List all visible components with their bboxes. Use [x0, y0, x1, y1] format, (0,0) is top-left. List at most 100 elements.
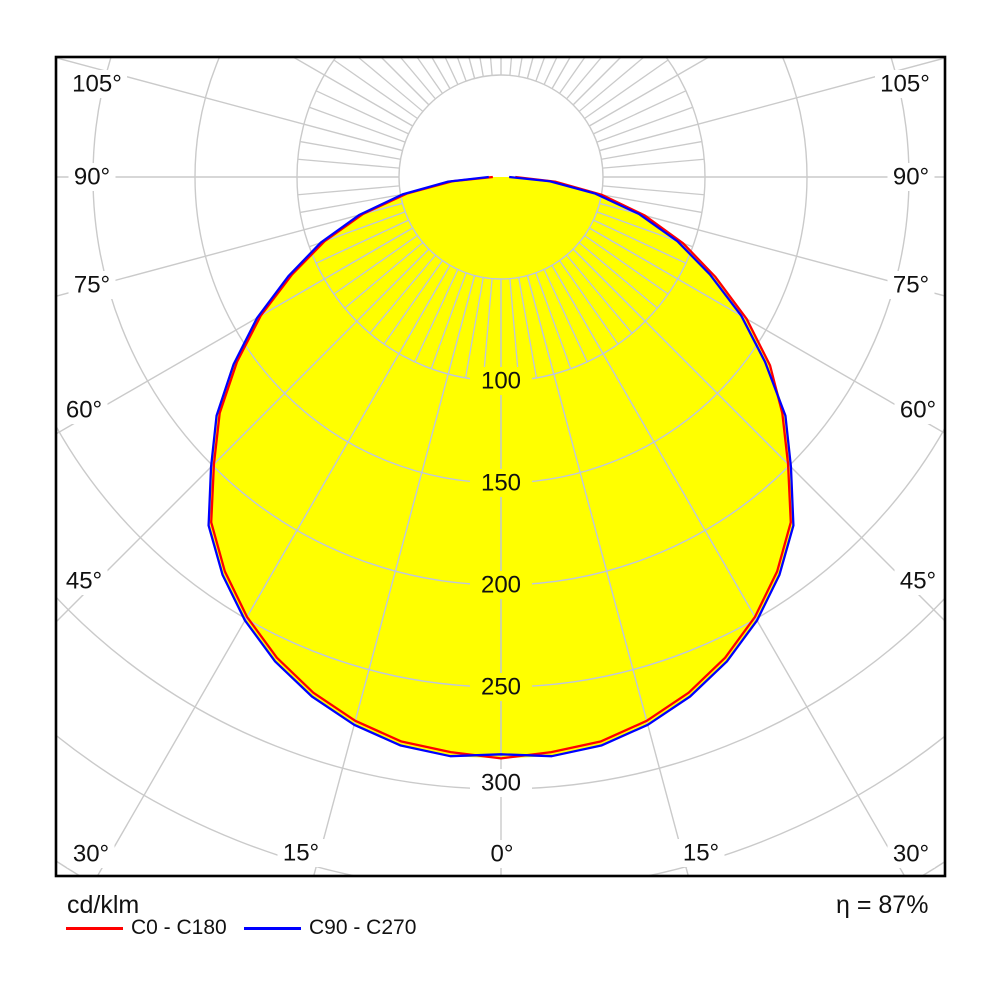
angle-label: 30°: [887, 840, 935, 868]
grid-minor-tick: [444, 57, 459, 85]
label-text: 30°: [893, 841, 929, 868]
grid-minor-tick: [299, 140, 401, 160]
grid-minor-tick: [518, 277, 538, 379]
grid-minor-tick: [602, 185, 705, 196]
radial-value-label: 100: [470, 367, 532, 395]
label-text: 90°: [893, 164, 929, 191]
label-mask: [894, 567, 942, 595]
unit-label: cd/klm: [67, 891, 140, 919]
label-text: 200: [481, 572, 521, 599]
label-mask: [470, 769, 532, 797]
label-text: 300: [481, 770, 521, 797]
c0-line-swatch: [66, 926, 123, 930]
grid-radial-line: [208, 275, 476, 759]
legend-label-c90: C90 - C270: [309, 916, 417, 939]
grid-minor-tick: [558, 260, 619, 345]
label-mask: [887, 840, 935, 868]
grid-minor-tick: [566, 57, 603, 100]
grid-radial-line: [551, 264, 794, 759]
grid-minor-tick: [584, 59, 669, 120]
grid-radial-line: [588, 227, 945, 435]
grid-minor-tick: [543, 269, 588, 363]
grid-minor-tick: [297, 158, 400, 169]
grid-minor-tick: [535, 272, 572, 369]
grid-minor-tick: [578, 242, 658, 309]
grid-minor-tick: [399, 57, 436, 100]
chart-frame: [54, 55, 947, 878]
grid-minor-tick: [383, 260, 444, 345]
angle-label: 75°: [68, 271, 116, 299]
label-mask: [470, 571, 532, 599]
label-text: 105°: [880, 71, 930, 98]
grid-minor-tick: [344, 242, 424, 309]
angle-label: 15°: [277, 839, 325, 867]
grid-minor-tick: [333, 234, 418, 295]
label-text: 45°: [900, 568, 936, 595]
grid-minor-tick: [297, 185, 400, 196]
label-mask: [277, 839, 325, 867]
grid-radial-line: [208, 248, 430, 759]
grid-minor-tick: [315, 90, 409, 135]
label-text: 15°: [283, 840, 319, 867]
grid-minor-tick: [489, 57, 493, 76]
label-text: 30°: [73, 841, 109, 868]
label-text: 0°: [491, 841, 514, 868]
grid-minor-tick: [309, 106, 406, 143]
label-mask: [894, 396, 942, 424]
grid-minor-tick: [456, 57, 467, 82]
radial-value-label: 300: [470, 769, 532, 797]
grid-radial-line: [208, 264, 451, 759]
grid-minor-tick: [416, 57, 444, 94]
legend-label-c0: C0 - C180: [131, 916, 227, 939]
grid-minor-tick: [356, 57, 424, 112]
grid-minor-tick: [543, 57, 558, 85]
label-text: 60°: [900, 397, 936, 424]
angle-label: 75°: [887, 271, 935, 299]
grid-minor-tick: [430, 272, 467, 369]
grid-minor-tick: [509, 278, 520, 381]
grid-minor-tick: [369, 254, 436, 334]
grid-minor-tick: [596, 106, 693, 143]
grid-minor-tick: [601, 194, 703, 214]
grid-minor-tick: [558, 57, 586, 94]
label-mask: [887, 271, 935, 299]
c90-line-swatch: [244, 926, 301, 930]
grid-minor-tick: [333, 59, 418, 120]
label-text: 150: [481, 470, 521, 497]
c0-c180-curve: [210, 175, 792, 760]
angle-label: 15°: [677, 839, 725, 867]
label-mask: [68, 163, 116, 191]
label-mask: [470, 367, 532, 395]
grid-radial-line: [56, 227, 414, 435]
angle-label: 45°: [60, 567, 108, 595]
label-mask: [67, 70, 127, 98]
grid-minor-tick: [593, 90, 687, 135]
grid-radial-line: [56, 57, 403, 152]
legend-item-c0: C0 - C180: [66, 916, 227, 940]
label-mask: [485, 840, 519, 868]
c90-c270-curve: [207, 175, 795, 758]
grid-minor-tick: [593, 219, 687, 264]
angle-label: 30°: [67, 840, 115, 868]
grid-minor-tick: [479, 57, 484, 77]
label-mask: [60, 396, 108, 424]
label-mask: [60, 567, 108, 595]
grid-minor-tick: [602, 158, 705, 169]
grid-radial-line: [572, 248, 794, 759]
label-text: 75°: [74, 272, 110, 299]
angle-label: 105°: [67, 70, 127, 98]
label-text: 90°: [74, 164, 110, 191]
angle-label: 90°: [887, 163, 935, 191]
label-text: 105°: [72, 71, 122, 98]
grid-minor-tick: [518, 57, 523, 77]
label-mask: [677, 839, 725, 867]
radial-value-label: 200: [470, 571, 532, 599]
label-mask: [67, 840, 115, 868]
grid-minor-tick: [601, 140, 703, 160]
grid-minor-tick: [464, 277, 484, 379]
label-text: 75°: [893, 272, 929, 299]
label-mask: [68, 271, 116, 299]
